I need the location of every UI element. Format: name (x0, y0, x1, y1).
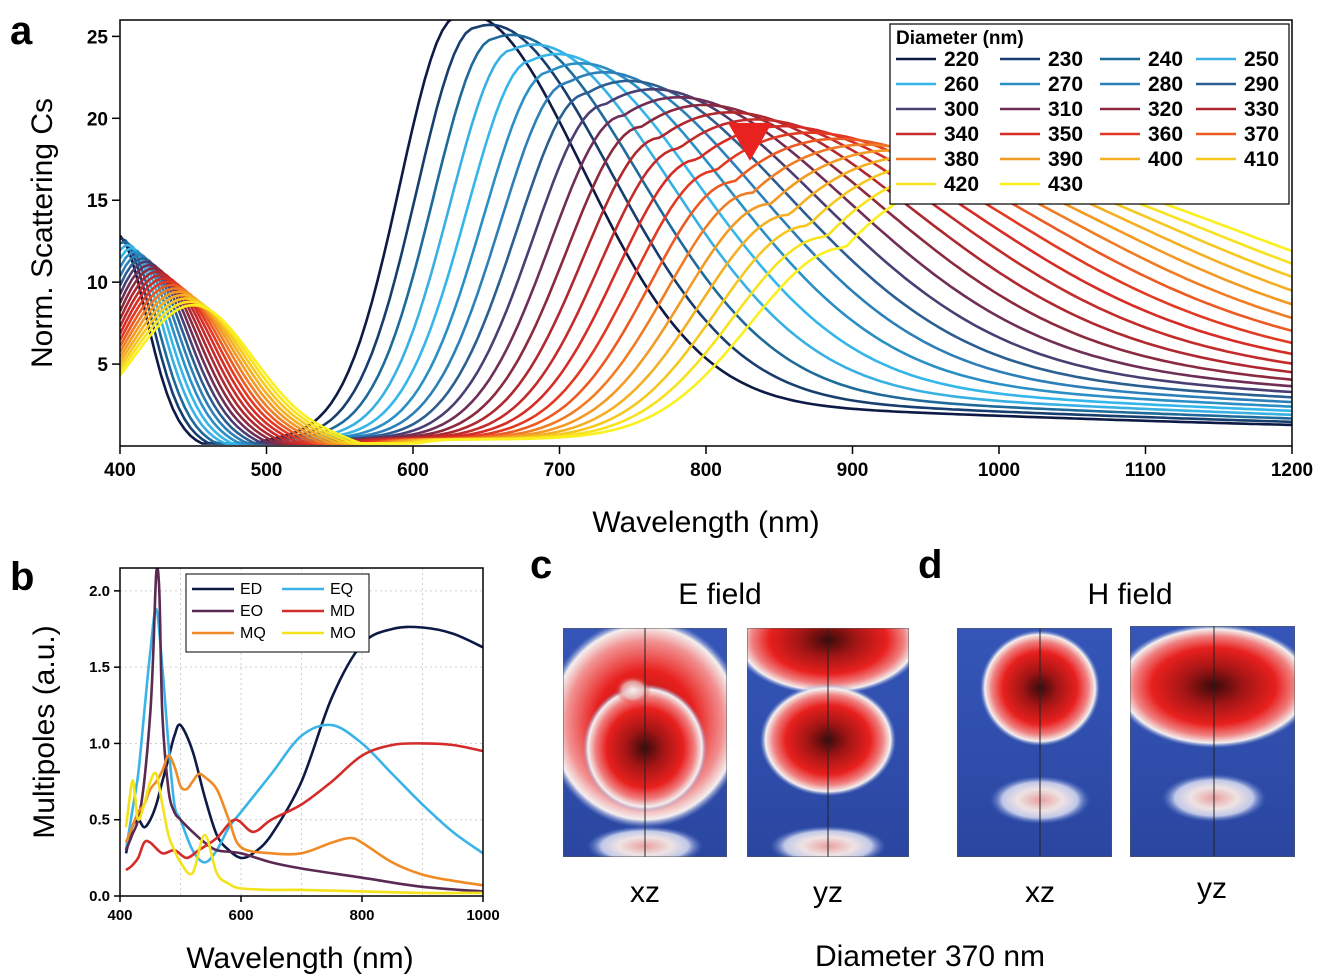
chart-a-legend-entry: 360 (1148, 123, 1183, 146)
chart-b-series-mo (124, 771, 483, 895)
chart-a-ytick-label: 5 (97, 355, 108, 376)
chart-a-xtick-label: 600 (397, 460, 429, 481)
plane-label-c-xz: xz (630, 876, 660, 909)
h-field-map-yz (1130, 626, 1295, 857)
e-field-map-yz (747, 628, 909, 857)
e-field-map-xz (563, 628, 727, 857)
plane-label-d-yz: yz (1197, 872, 1227, 905)
chart-a-xtick-label: 500 (251, 460, 283, 481)
chart-b-ylabel: Multipoles (a.u.) (28, 625, 61, 838)
chart-a-legend-entry: 220 (944, 48, 979, 71)
chart-b-ytick-label: 1.0 (89, 735, 110, 752)
chart-a-legend-entry: 430 (1048, 173, 1083, 196)
chart-b-ytick-label: 0.0 (89, 888, 110, 905)
chart-b-xtick-label: 600 (228, 907, 253, 924)
chart-a-legend-entry: 330 (1244, 98, 1279, 121)
chart-a-legend-entry: 250 (1244, 48, 1279, 71)
chart-b-legend-entry: EQ (330, 581, 353, 598)
chart-a-legend-entry: 340 (944, 123, 979, 146)
chart-a-legend-entry: 380 (944, 148, 979, 171)
chart-b-xtick-label: 800 (349, 907, 374, 924)
chart-a-series-400 (120, 154, 1292, 445)
chart-a-ytick-label: 10 (87, 273, 108, 294)
chart-a-legend-entry: 230 (1048, 48, 1083, 71)
chart-b-xtick-label: 400 (107, 907, 132, 924)
panel-label-c: c (530, 543, 552, 587)
chart-a-xtick-label: 400 (104, 460, 136, 481)
chart-a-ylabel: Norm. Scattering Cs (26, 98, 59, 368)
chart-a-ytick-label: 20 (87, 109, 108, 130)
chart-a-xtick-label: 1100 (1125, 460, 1166, 481)
plane-label-d-xz: xz (1025, 876, 1055, 909)
chart-a-legend-entry: 400 (1148, 148, 1183, 171)
chart-b-series-md (125, 742, 483, 872)
chart-a-legend-entry: 410 (1244, 148, 1279, 171)
chart-a-series-390 (120, 148, 1292, 445)
panel-label-d: d (918, 543, 942, 587)
chart-a-legend-entry: 290 (1244, 73, 1279, 96)
chart-a: 400 500 600 700 800 900 1000 1100 1200510152025 … (26, 19, 1313, 539)
panel-label-a: a (10, 9, 33, 53)
chart-a-legend-entry: 370 (1244, 123, 1279, 146)
chart-a-legend-entry: 280 (1148, 73, 1183, 96)
panel-label-b: b (10, 555, 34, 599)
chart-a-legend: Diameter (nm) 220 230 240 250 260 270 280 290 30… (889, 23, 1290, 205)
chart-b-xlabel: Wavelength (nm) (186, 942, 413, 975)
chart-b-legend-entry: MQ (240, 625, 266, 642)
chart-a-series-380 (120, 143, 1292, 445)
chart-a-series-220 (120, 20, 1292, 445)
chart-b-series-mq (124, 754, 483, 887)
chart-a-legend-entry: 240 (1148, 48, 1183, 71)
chart-a-legend-title: Diameter (nm) (896, 28, 1024, 49)
plane-label-c-yz: yz (813, 876, 843, 909)
chart-b-xtick-label: 1000 (466, 907, 499, 924)
chart-a-xtick-label: 700 (544, 460, 576, 481)
chart-b-ytick-label: 2.0 (89, 583, 110, 600)
chart-a-legend-entry: 350 (1048, 123, 1083, 146)
e-field-title: E field (678, 578, 761, 611)
chart-a-legend-entry: 420 (944, 173, 979, 196)
chart-b: 400 600 800 1000 0.0 0.5 1.0 1.5 2.0 Wavelength … (28, 567, 500, 975)
chart-a-ytick-label: 25 (87, 27, 109, 48)
chart-a-legend-entry: 320 (1148, 98, 1183, 121)
chart-a-xtick-label: 800 (690, 460, 722, 481)
chart-a-legend-entry: 260 (944, 73, 979, 96)
chart-b-legend: ED EQ EO MD MQ MO (185, 573, 370, 653)
chart-b-legend-entry: ED (240, 581, 262, 598)
chart-b-legend-entry: EO (240, 603, 263, 620)
h-field-title: H field (1087, 578, 1172, 611)
h-field-map-xz (957, 628, 1112, 857)
chart-a-legend-entry: 300 (944, 98, 979, 121)
chart-a-xtick-label: 1200 (1271, 460, 1313, 481)
chart-a-xtick-label: 1000 (978, 460, 1020, 481)
chart-b-frame (119, 567, 484, 897)
chart-b-series-eo (124, 568, 483, 893)
chart-a-series-370 (120, 137, 1292, 445)
field-maps-footer: Diameter 370 nm (815, 940, 1045, 973)
chart-b-ytick-label: 0.5 (89, 812, 110, 829)
chart-a-legend-entry: 270 (1048, 73, 1083, 96)
chart-a-legend-entry: 310 (1048, 98, 1083, 121)
chart-b-legend-entry: MO (330, 625, 356, 642)
chart-b-ytick-label: 1.5 (89, 659, 110, 676)
chart-a-xlabel: Wavelength (nm) (592, 506, 819, 539)
chart-a-marker-triangle (727, 122, 772, 161)
chart-a-xtick-label: 900 (837, 460, 869, 481)
chart-b-legend-entry: MD (330, 603, 355, 620)
chart-a-ytick-label: 15 (87, 191, 109, 212)
chart-a-legend-entry: 390 (1048, 148, 1083, 171)
